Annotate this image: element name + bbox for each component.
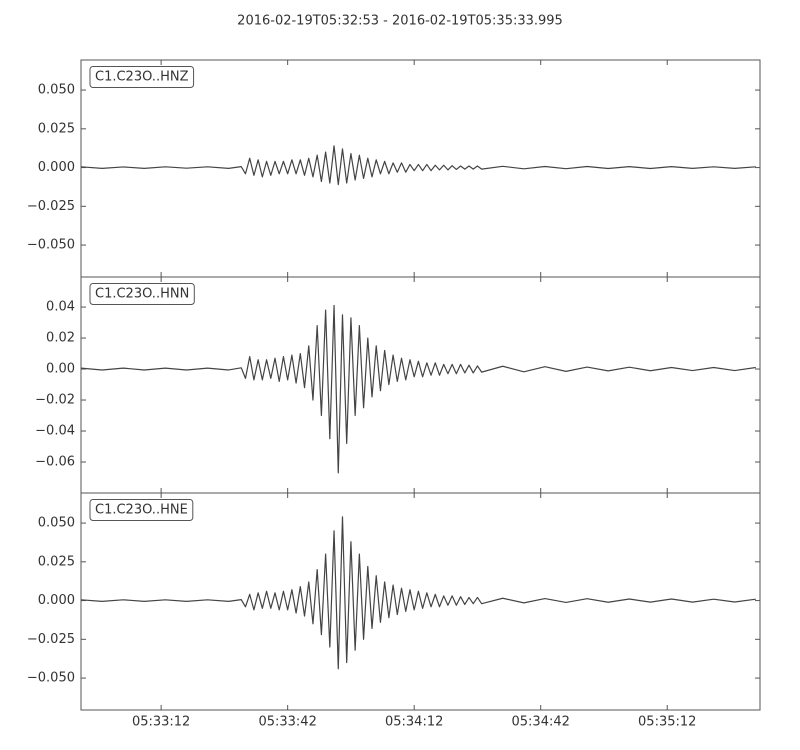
y-tick-label: −0.025 [27,199,75,214]
y-tick-label: 0.00 [46,362,75,377]
y-tick-label: 0.04 [46,300,75,315]
y-tick-label: −0.025 [27,632,75,647]
y-tick-label: 0.025 [38,554,75,569]
y-tick-label: −0.050 [27,671,75,686]
x-tick-label: 05:35:12 [638,715,696,730]
trace-label: C1.C23O..HNZ [95,70,189,85]
trace-label-box [89,499,194,521]
x-tick-label: 05:34:12 [385,715,443,730]
y-tick-label: 0.050 [38,83,75,98]
waveform [80,145,756,186]
figure-title: 2016-02-19T05:32:53 - 2016-02-19T05:35:3… [237,14,563,29]
y-tick-label: 0.025 [38,121,75,136]
trace-label-box [89,66,195,88]
trace-label: C1.C23O..HNE [95,503,188,518]
y-tick-label: −0.02 [35,393,75,408]
trace-label: C1.C23O..HNN [95,287,189,302]
y-tick-label: 0.02 [46,331,75,346]
panel-frame [80,276,761,494]
x-tick-label: 05:33:12 [132,715,190,730]
y-tick-label: −0.050 [27,238,75,253]
y-tick-label: 0.050 [38,516,75,531]
y-tick-label: −0.06 [35,455,75,470]
waveform [80,304,756,474]
trace-label-box [89,283,195,305]
panel-frame [80,492,761,711]
x-tick-label: 05:34:42 [512,715,570,730]
y-tick-label: 0.000 [38,160,75,175]
y-tick-label: 0.000 [38,593,75,608]
waveform [80,516,756,670]
x-tick-label: 05:33:42 [258,715,316,730]
y-tick-label: −0.04 [35,424,75,439]
